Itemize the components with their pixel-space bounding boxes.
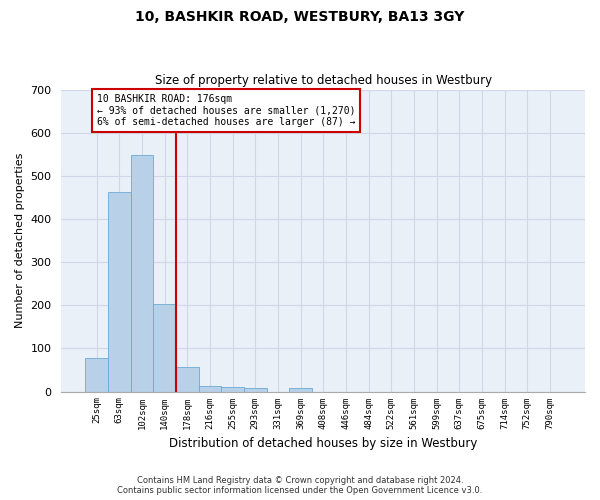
Y-axis label: Number of detached properties: Number of detached properties xyxy=(15,153,25,328)
Text: 10, BASHKIR ROAD, WESTBURY, BA13 3GY: 10, BASHKIR ROAD, WESTBURY, BA13 3GY xyxy=(136,10,464,24)
Bar xyxy=(199,386,221,392)
Bar xyxy=(108,192,131,392)
X-axis label: Distribution of detached houses by size in Westbury: Distribution of detached houses by size … xyxy=(169,437,478,450)
Bar xyxy=(153,304,176,392)
Text: Contains HM Land Registry data © Crown copyright and database right 2024.
Contai: Contains HM Land Registry data © Crown c… xyxy=(118,476,482,495)
Bar xyxy=(85,358,108,392)
Bar xyxy=(244,388,266,392)
Bar xyxy=(289,388,312,392)
Text: 10 BASHKIR ROAD: 176sqm
← 93% of detached houses are smaller (1,270)
6% of semi-: 10 BASHKIR ROAD: 176sqm ← 93% of detache… xyxy=(97,94,355,127)
Bar xyxy=(221,387,244,392)
Bar xyxy=(131,155,153,392)
Bar xyxy=(176,367,199,392)
Title: Size of property relative to detached houses in Westbury: Size of property relative to detached ho… xyxy=(155,74,492,87)
